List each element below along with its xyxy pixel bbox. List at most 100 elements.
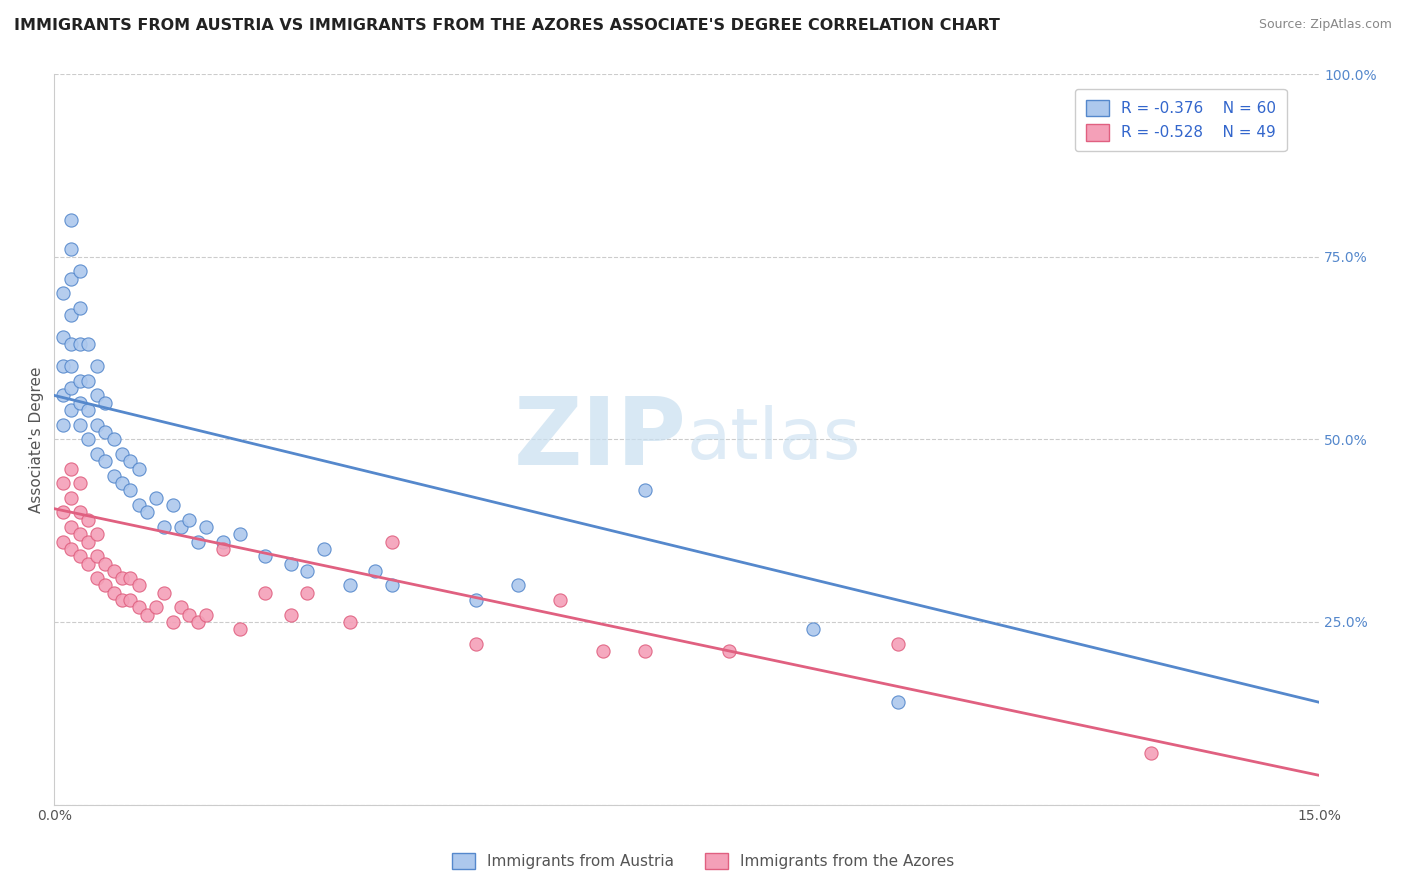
Point bbox=[339, 578, 361, 592]
Point bbox=[887, 637, 910, 651]
Point bbox=[1139, 747, 1161, 761]
Legend: R = -0.376    N = 60, R = -0.528    N = 49: R = -0.376 N = 60, R = -0.528 N = 49 bbox=[1076, 89, 1286, 152]
Point bbox=[111, 476, 134, 491]
Point bbox=[94, 425, 117, 439]
Point bbox=[77, 337, 100, 351]
Point bbox=[364, 564, 387, 578]
Point bbox=[52, 534, 75, 549]
Point bbox=[120, 571, 142, 585]
Point bbox=[887, 695, 910, 709]
Point bbox=[128, 600, 150, 615]
Point bbox=[69, 301, 91, 315]
Point bbox=[128, 498, 150, 512]
Point bbox=[86, 571, 108, 585]
Point bbox=[60, 308, 83, 322]
Point bbox=[145, 491, 167, 505]
Text: IMMIGRANTS FROM AUSTRIA VS IMMIGRANTS FROM THE AZORES ASSOCIATE'S DEGREE CORRELA: IMMIGRANTS FROM AUSTRIA VS IMMIGRANTS FR… bbox=[14, 18, 1000, 33]
Point bbox=[94, 557, 117, 571]
Point bbox=[52, 359, 75, 374]
Point bbox=[52, 505, 75, 519]
Text: ZIP: ZIP bbox=[515, 393, 688, 485]
Point bbox=[297, 564, 319, 578]
Point bbox=[136, 607, 159, 622]
Point bbox=[69, 476, 91, 491]
Point bbox=[170, 600, 193, 615]
Point bbox=[77, 557, 100, 571]
Point bbox=[60, 271, 83, 285]
Point bbox=[60, 491, 83, 505]
Point bbox=[60, 541, 83, 556]
Point bbox=[718, 644, 741, 658]
Point bbox=[179, 607, 201, 622]
Point bbox=[162, 498, 184, 512]
Point bbox=[170, 520, 193, 534]
Point bbox=[111, 571, 134, 585]
Point bbox=[280, 607, 302, 622]
Point bbox=[508, 578, 530, 592]
Point bbox=[86, 447, 108, 461]
Point bbox=[111, 447, 134, 461]
Point bbox=[52, 286, 75, 301]
Point bbox=[111, 593, 134, 607]
Point bbox=[381, 534, 404, 549]
Point bbox=[634, 483, 657, 498]
Point bbox=[229, 527, 252, 541]
Point bbox=[103, 586, 125, 600]
Point bbox=[69, 505, 91, 519]
Point bbox=[60, 403, 83, 417]
Point bbox=[212, 534, 235, 549]
Point bbox=[195, 607, 218, 622]
Point bbox=[550, 593, 572, 607]
Point bbox=[94, 396, 117, 410]
Point bbox=[339, 615, 361, 629]
Point bbox=[634, 644, 657, 658]
Point bbox=[60, 337, 83, 351]
Point bbox=[60, 461, 83, 475]
Point bbox=[69, 549, 91, 564]
Point bbox=[77, 433, 100, 447]
Point bbox=[153, 586, 176, 600]
Point bbox=[60, 359, 83, 374]
Point bbox=[128, 578, 150, 592]
Point bbox=[86, 549, 108, 564]
Point bbox=[60, 243, 83, 257]
Point bbox=[179, 513, 201, 527]
Point bbox=[592, 644, 614, 658]
Point bbox=[803, 622, 825, 636]
Point bbox=[465, 593, 488, 607]
Legend: Immigrants from Austria, Immigrants from the Azores: Immigrants from Austria, Immigrants from… bbox=[446, 847, 960, 875]
Point bbox=[153, 520, 176, 534]
Point bbox=[86, 388, 108, 402]
Point bbox=[60, 520, 83, 534]
Point bbox=[77, 513, 100, 527]
Point bbox=[69, 527, 91, 541]
Point bbox=[60, 381, 83, 395]
Point bbox=[120, 454, 142, 468]
Point bbox=[86, 417, 108, 432]
Point bbox=[52, 330, 75, 344]
Point bbox=[103, 433, 125, 447]
Point bbox=[136, 505, 159, 519]
Point bbox=[52, 388, 75, 402]
Point bbox=[86, 359, 108, 374]
Text: Source: ZipAtlas.com: Source: ZipAtlas.com bbox=[1258, 18, 1392, 31]
Point bbox=[120, 483, 142, 498]
Point bbox=[69, 396, 91, 410]
Point bbox=[254, 586, 277, 600]
Point bbox=[120, 593, 142, 607]
Point bbox=[381, 578, 404, 592]
Point bbox=[195, 520, 218, 534]
Point bbox=[280, 557, 302, 571]
Point bbox=[465, 637, 488, 651]
Point bbox=[212, 541, 235, 556]
Point bbox=[162, 615, 184, 629]
Point bbox=[86, 527, 108, 541]
Point bbox=[60, 213, 83, 227]
Point bbox=[77, 534, 100, 549]
Y-axis label: Associate's Degree: Associate's Degree bbox=[30, 366, 44, 513]
Point bbox=[94, 578, 117, 592]
Point bbox=[52, 417, 75, 432]
Point bbox=[145, 600, 167, 615]
Point bbox=[314, 541, 336, 556]
Point bbox=[77, 374, 100, 388]
